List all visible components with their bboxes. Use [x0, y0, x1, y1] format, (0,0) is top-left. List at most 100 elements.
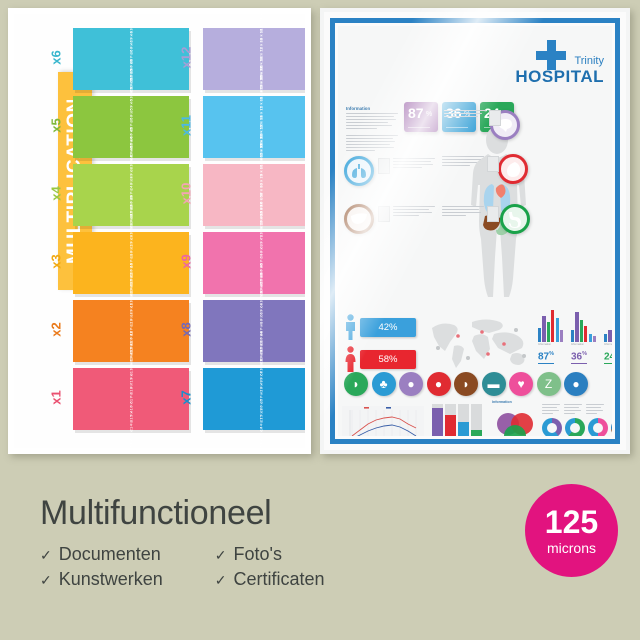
gender-value: 42% — [360, 317, 416, 337]
table-equation: 10 x 10 = 100 — [258, 141, 264, 167]
table-equation: 3 x 7 = 21 — [258, 417, 264, 436]
liver-glyph — [351, 213, 367, 224]
table-equation: 8 x 8 = 64 — [258, 303, 264, 322]
brain-icon[interactable]: ● — [399, 372, 423, 396]
lungs-icon[interactable] — [344, 156, 374, 186]
kidney-icon[interactable] — [498, 154, 528, 184]
hospital-infographic-poster[interactable]: Trinity HOSPITAL Information — [320, 8, 630, 454]
table-equation: 9 x 12 = 108 — [258, 17, 264, 40]
table-equation: 2 x 1 = 2 — [128, 429, 134, 445]
multiplication-table-x6[interactable]: 1 x 6 = 62 x 6 = 123 x 6 = 184 x 6 = 245… — [73, 14, 191, 114]
table-card: 1 x 3 = 32 x 3 = 63 x 3 = 94 x 3 = 125 x… — [73, 196, 189, 318]
value-unit: % — [582, 350, 588, 357]
multiplication-label-x5: x5 — [48, 118, 64, 133]
table-equation: 8 x 2 = 16 — [128, 303, 134, 322]
table-card: 1 x 10 = 102 x 10 = 203 x 10 = 304 x 10 … — [203, 123, 305, 250]
bar — [575, 312, 579, 342]
multiplication-label-x3: x3 — [48, 254, 64, 269]
tooth-icon[interactable]: ▬ — [481, 372, 506, 396]
multiplication-table-x10[interactable]: 1 x 10 = 102 x 10 = 203 x 10 = 304 x 10 … — [203, 123, 305, 250]
table-card: 1 x 12 = 122 x 12 = 243 x 12 = 364 x 12 … — [203, 14, 305, 114]
liver-icon[interactable] — [344, 204, 374, 234]
multiplication-table-x5[interactable]: 1 x 5 = 52 x 5 = 103 x 5 = 154 x 5 = 205… — [73, 60, 191, 182]
liver-icon[interactable]: ◗ — [454, 372, 478, 396]
callout-text — [444, 110, 486, 126]
multiplication-table-x12[interactable]: 1 x 12 = 122 x 12 = 243 x 12 = 364 x 12 … — [203, 14, 305, 114]
table-equation: 1 x 1 = 1 — [128, 438, 134, 448]
table-equation: 7 x 2 = 14 — [128, 312, 134, 331]
kidney-icon[interactable]: ● — [426, 372, 451, 396]
bar — [538, 328, 542, 342]
posters-area: MULTIPLICATION 1 x 6 = 62 x 6 = 123 x 6 … — [8, 8, 630, 454]
multiplication-poster-inner: MULTIPLICATION 1 x 6 = 62 x 6 = 123 x 6 … — [14, 14, 305, 448]
value-unit: % — [549, 350, 555, 357]
multiplication-column-left: 1 x 6 = 62 x 6 = 123 x 6 = 184 x 6 = 245… — [49, 14, 191, 448]
bar-chart-group: Information 87% — [538, 308, 564, 364]
bar-chart-group: Information 36% — [571, 308, 597, 364]
multiplication-table-x8[interactable]: 1 x 8 = 82 x 8 = 163 x 8 = 244 x 8 = 325… — [203, 264, 305, 386]
table-equation: 11 x 7 = 77 — [258, 341, 264, 362]
table-equation: 8 x 12 = 96 — [258, 28, 264, 50]
multiplication-label-x10: x10 — [178, 182, 194, 205]
callout-doc-icon — [487, 156, 499, 172]
table-equation: 10 x 9 = 90 — [258, 214, 264, 235]
table-equation: 2 x 7 = 14 — [258, 426, 264, 445]
donut-hole — [593, 423, 603, 433]
multiplication-poster[interactable]: MULTIPLICATION 1 x 6 = 62 x 6 = 123 x 6 … — [8, 8, 311, 454]
bar-group-caption: Information — [571, 343, 584, 346]
multiplication-table-x9[interactable]: 1 x 9 = 92 x 9 = 183 x 9 = 274 x 9 = 365… — [203, 193, 305, 318]
multiplication-table-x11[interactable]: 1 x 11 = 112 x 11 = 223 x 11 = 334 x 11 … — [203, 55, 305, 182]
stomach-icon[interactable]: ◗ — [344, 372, 368, 396]
table-equation: 8 x 6 = 48 — [128, 31, 134, 50]
table-equation: 11 x 12 = 132 — [258, 14, 263, 21]
callout-stomach — [442, 206, 499, 222]
bar — [555, 318, 559, 342]
table-equation: 11 x 3 = 33 — [128, 205, 134, 226]
bar — [579, 320, 583, 342]
sleep-bed-icon[interactable]: Z — [536, 372, 561, 396]
table-card: 1 x 5 = 52 x 5 = 103 x 5 = 154 x 5 = 205… — [73, 60, 189, 182]
information-label: Information — [346, 106, 371, 111]
donut-hole — [547, 423, 557, 433]
multiplication-table-x3[interactable]: 1 x 3 = 32 x 3 = 63 x 3 = 94 x 3 = 125 x… — [73, 196, 191, 318]
table-equation: 7 x 6 = 42 — [128, 40, 134, 59]
lungs-glyph — [352, 164, 366, 178]
multiplication-label-x9: x9 — [178, 254, 194, 269]
line-chart-svg — [349, 407, 417, 436]
table-equation: 11 x 9 = 99 — [258, 205, 264, 226]
table-equation: 4 x 1 = 4 — [128, 410, 134, 427]
table-equation: 6 x 1 = 6 — [128, 391, 134, 408]
bar — [551, 310, 555, 342]
bar-track — [471, 404, 482, 436]
donut-chart — [588, 418, 608, 436]
table-equation: 10 x 4 = 40 — [128, 146, 134, 167]
microns-badge[interactable]: 125 microns — [525, 484, 618, 577]
venn-svg — [497, 413, 533, 436]
table-equation: 10 x 3 = 30 — [128, 214, 134, 235]
table-equation: 8 x 3 = 24 — [128, 235, 134, 254]
stomach-icon[interactable] — [500, 204, 530, 234]
multiplication-table-x4[interactable]: 1 x 4 = 42 x 4 = 83 x 4 = 124 x 4 = 165 … — [73, 128, 191, 250]
table-equation: 9 x 1 = 9 — [128, 363, 134, 380]
table-equation: 9 x 6 = 54 — [128, 21, 134, 40]
table-equation: 12 x 7 = 84 — [258, 332, 263, 352]
bar — [584, 326, 588, 342]
multiplication-table-x2[interactable]: 1 x 2 = 22 x 2 = 43 x 2 = 64 x 2 = 85 x … — [73, 264, 191, 386]
table-equation: 10 x 2 = 20 — [128, 282, 134, 303]
table-equation: 9 x 3 = 27 — [128, 225, 134, 244]
heart-icon[interactable]: ♥ — [509, 372, 533, 396]
apple-icon[interactable]: ● — [564, 372, 588, 396]
table-equation: 10 x 7 = 70 — [258, 350, 264, 371]
footer-bar: Multifunctioneel ✓ Documenten ✓ Kunstwerken… — [0, 462, 640, 640]
table-equation: 7 x 8 = 56 — [258, 312, 264, 331]
footer-feature-column-1: ✓ Documenten ✓ Kunstwerken — [40, 544, 163, 590]
footer-feature-item: ✓ Certificaten — [215, 569, 325, 590]
bar — [608, 330, 612, 342]
bar-group-caption: Information — [604, 343, 612, 346]
lungs-icon[interactable]: ♣ — [371, 372, 396, 396]
table-equation: 12 x 10 = 120 — [258, 123, 263, 148]
